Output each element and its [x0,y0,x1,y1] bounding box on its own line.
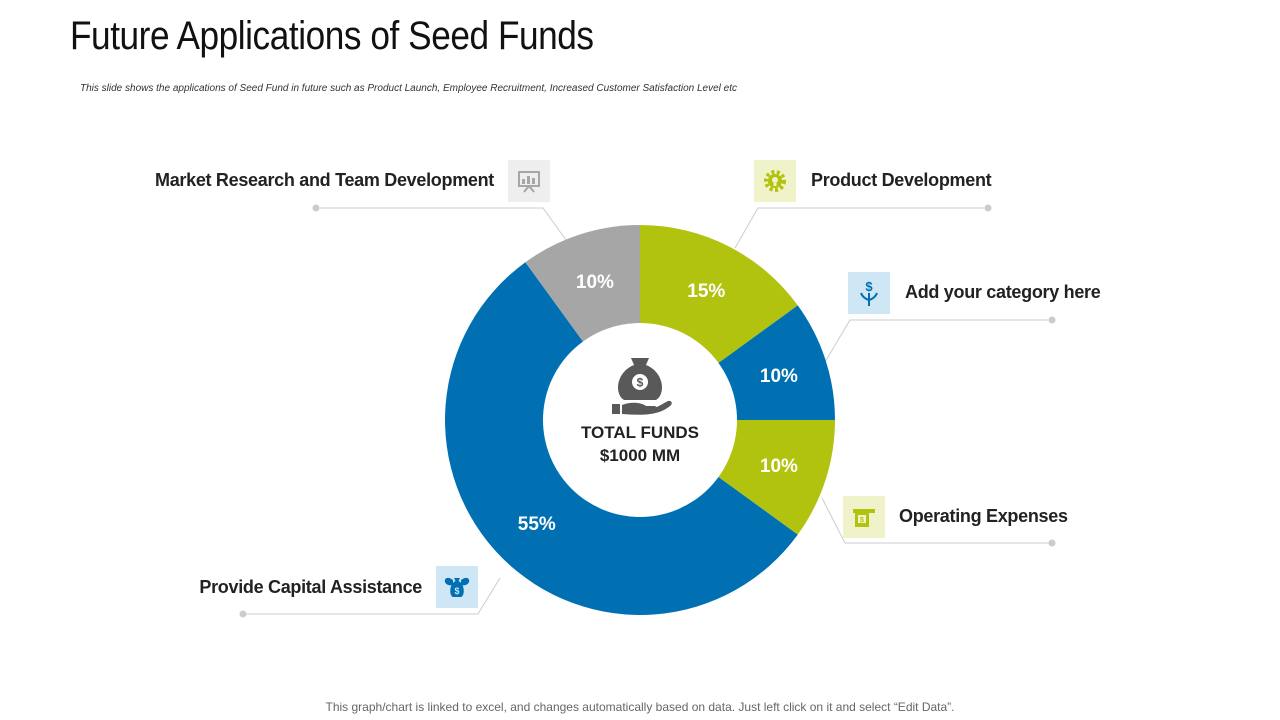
slide-subtitle: This slide shows the applications of See… [80,83,738,94]
center-total-label: TOTAL FUNDS [581,423,699,442]
svg-text:$: $ [454,586,459,596]
winged-money-bag-icon: $ [436,566,478,608]
connector-dot-capital-assistance [239,610,247,618]
plant-dollar-icon: $ [848,272,890,314]
label-market-research: Market Research and Team Development [155,170,494,190]
connector-dot-add-category [1048,316,1056,324]
bill-icon: $ [843,496,885,538]
slice-value-label: 55% [518,514,556,535]
connector-product-development [734,207,988,249]
label-operating-expenses: Operating Expenses [899,506,1068,526]
center-total-value: $1000 MM [600,446,680,465]
connector-lines [239,204,1056,618]
connector-operating-expenses [821,497,1052,544]
label-capital-assistance: Provide Capital Assistance [199,577,422,597]
label-product-development: Product Development [811,170,992,190]
connector-dot-product-development [984,204,992,212]
svg-text:$: $ [637,376,644,390]
money-bag-hand-icon: $ [612,358,672,415]
slice-value-labels: 15% 10% 10% 55% 10% [518,272,798,535]
connector-capital-assistance [243,577,501,615]
connector-add-category [824,319,1052,363]
connector-dot-operating-expenses [1048,539,1056,547]
svg-text:$: $ [860,517,864,524]
svg-text:$: $ [865,279,873,294]
slice-value-label: 10% [760,456,798,477]
slice-value-label: 15% [687,281,725,302]
slide-title: Future Applications of Seed Funds [70,14,594,58]
presentation-board-icon [508,160,550,202]
donut-hole [543,323,737,517]
footer-note: This graph/chart is linked to excel, and… [325,700,955,714]
gear-bulb-icon [754,160,796,202]
connector-dot-market-research [312,204,320,212]
label-add-category: Add your category here [905,282,1101,302]
slice-value-label: 10% [576,272,614,293]
slice-value-label: 10% [760,366,798,387]
connector-market-research [316,207,567,241]
